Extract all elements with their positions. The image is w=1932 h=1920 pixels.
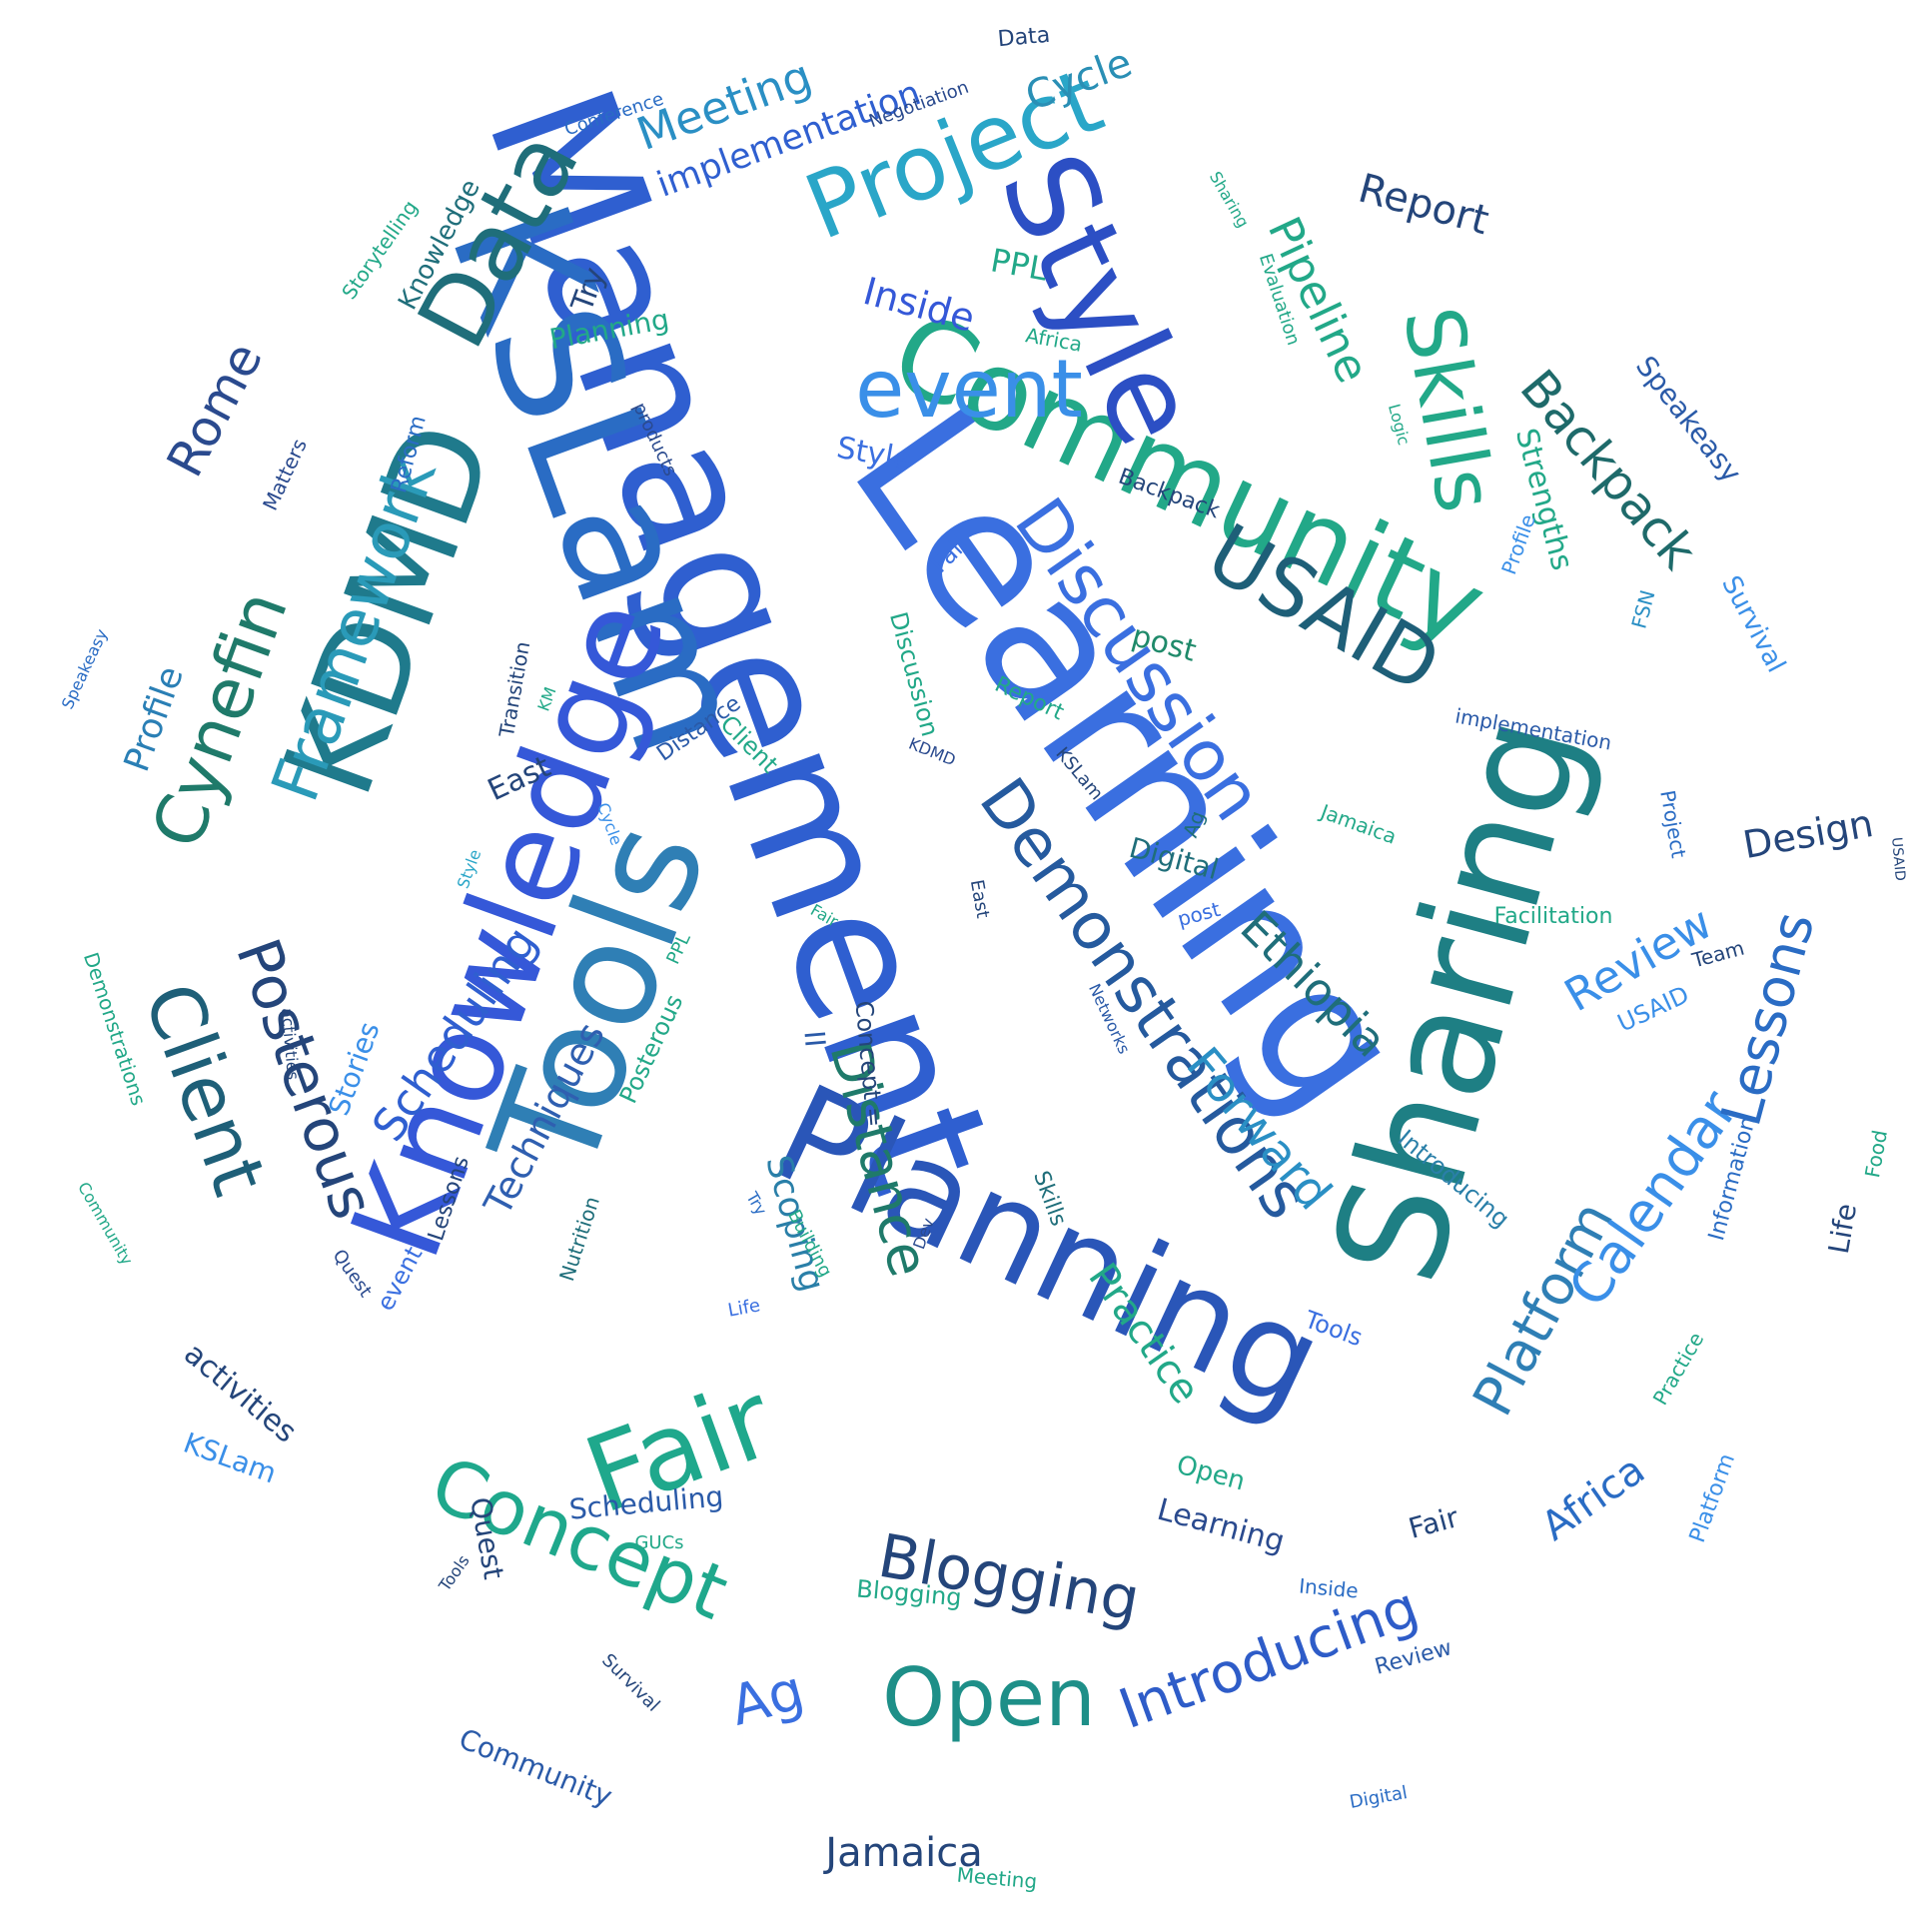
word-open: Open <box>1173 1449 1249 1497</box>
word-digital: Digital <box>1348 1782 1410 1813</box>
word-blogging: Blogging <box>855 1574 963 1612</box>
word-event: event <box>371 1242 429 1316</box>
word-activities: activities <box>277 1007 304 1081</box>
word-life: Life <box>1821 1201 1864 1257</box>
word-scheduling: Scheduling <box>567 1479 725 1526</box>
word-inside: Inside <box>1298 1573 1360 1603</box>
word-sharing: Sharing <box>1205 168 1254 232</box>
word-kslam: KSLam <box>179 1426 282 1490</box>
word-jamaica: Jamaica <box>1317 799 1401 849</box>
word-ii: II <box>797 1029 832 1049</box>
word-speakeasy: Speakeasy <box>1629 350 1748 489</box>
word-report: Report <box>1354 165 1493 245</box>
word-fsn: FSN <box>1626 587 1660 631</box>
word-data: Data <box>996 22 1052 53</box>
word-skills: Skills <box>1385 300 1513 519</box>
word-kdmd: KDMD <box>905 733 959 770</box>
word-event: event <box>855 343 1083 436</box>
word-food: Food <box>1860 1128 1892 1180</box>
word-tools: Tools <box>435 1551 474 1595</box>
word-jamaica: Jamaica <box>825 1830 983 1876</box>
word-project: Project <box>1655 788 1691 860</box>
word-ppl: PPL <box>987 241 1051 289</box>
word-rome: Rome <box>155 333 275 486</box>
word-africa: Africa <box>1533 1446 1653 1550</box>
word-open: Open <box>882 1651 1096 1744</box>
word-community: Community <box>454 1721 617 1814</box>
word-usaid: USAID <box>1888 836 1908 882</box>
word-facilitation: Facilitation <box>1493 904 1613 929</box>
word-life: Life <box>726 1295 762 1322</box>
word-meeting: Meeting <box>955 1862 1039 1894</box>
word-gucs: GUCs <box>634 1532 684 1553</box>
word-platform: Platform <box>1684 1449 1741 1546</box>
word-quest: Quest <box>328 1245 377 1302</box>
word-practice: Practice <box>1647 1328 1709 1410</box>
word-east: East <box>965 877 994 920</box>
word-profile: Profile <box>1496 510 1540 578</box>
word-blogging: Blogging <box>873 1520 1145 1636</box>
word-design: Design <box>1739 800 1877 868</box>
word-community: Community <box>74 1178 137 1269</box>
word-survival: Survival <box>597 1649 664 1716</box>
word-nutrition: Nutrition <box>554 1193 604 1285</box>
word-speakeasy: Speakeasy <box>57 625 112 712</box>
word-survival: Survival <box>1715 570 1791 678</box>
word-ag: Ag <box>723 1657 811 1738</box>
word-learning: Learning <box>1153 1491 1289 1560</box>
word-matters: Matters <box>258 435 312 514</box>
word-fair: Fair <box>1405 1500 1462 1545</box>
